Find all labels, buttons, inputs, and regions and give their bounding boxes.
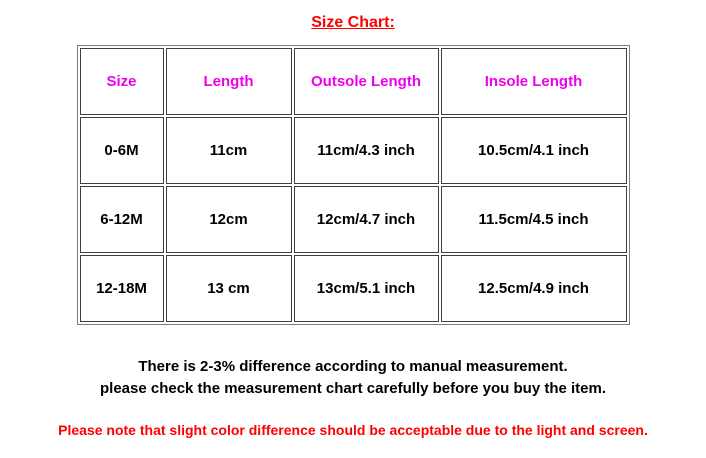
size-cell: 6-12M [79,186,164,253]
size-chart-table: Size Length Outsole Length Insole Length… [76,45,630,325]
table-row: 0-6M 11cm 11cm/4.3 inch 10.5cm/4.1 inch [79,117,627,184]
length-cell: 11cm [165,117,292,184]
header-row: Size Length Outsole Length Insole Length [79,48,627,115]
insole-length-cell: 12.5cm/4.9 inch [440,255,627,322]
length-cell: 12cm [165,186,292,253]
column-header-length: Length [165,48,292,115]
measurement-note-line1: There is 2-3% difference according to ma… [138,358,568,375]
outsole-length-cell: 11cm/4.3 inch [293,117,439,184]
size-cell: 12-18M [79,255,164,322]
table-row: 12-18M 13 cm 13cm/5.1 inch 12.5cm/4.9 in… [79,255,627,322]
measurement-note-line2: please check the measurement chart caref… [99,380,606,397]
color-disclaimer: Please note that slight color difference… [58,422,648,438]
page-title: Size Chart: [311,14,395,31]
outsole-length-cell: 13cm/5.1 inch [293,255,439,322]
measurement-notes: There is 2-3% difference according to ma… [0,356,706,400]
table-row: 6-12M 12cm 12cm/4.7 inch 11.5cm/4.5 inch [79,186,627,253]
column-header-insole-length: Insole Length [440,48,627,115]
length-cell: 13 cm [165,255,292,322]
insole-length-cell: 11.5cm/4.5 inch [440,186,627,253]
outsole-length-cell: 12cm/4.7 inch [293,186,439,253]
column-header-size: Size [79,48,164,115]
column-header-outsole-length: Outsole Length [293,48,439,115]
insole-length-cell: 10.5cm/4.1 inch [440,117,627,184]
size-cell: 0-6M [79,117,164,184]
